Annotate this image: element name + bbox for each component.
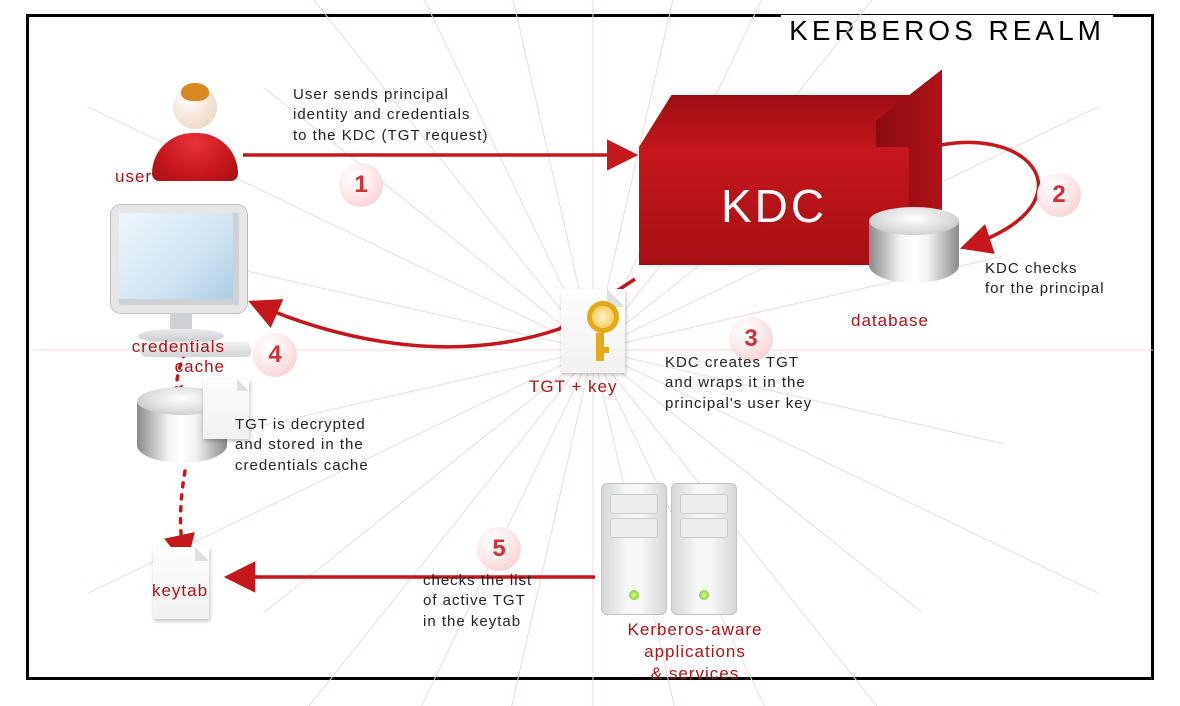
database-icon bbox=[869, 207, 959, 297]
step-text-5: checks the list of active TGT in the key… bbox=[423, 571, 532, 632]
monitor-icon bbox=[111, 205, 251, 355]
user-label: user bbox=[115, 167, 152, 187]
step-text-3: KDC creates TGT and wraps it in the prin… bbox=[665, 353, 812, 414]
server-icon bbox=[601, 483, 667, 615]
key-icon bbox=[587, 301, 613, 357]
kdc-label: KDC bbox=[721, 179, 827, 233]
tgt-key-label: TGT + key bbox=[529, 377, 618, 397]
step-text-2: KDC checks for the principal bbox=[985, 259, 1105, 300]
server-icon bbox=[671, 483, 737, 615]
step-badge-2: 2 bbox=[1037, 173, 1081, 217]
step-badge-4: 4 bbox=[253, 333, 297, 377]
step-text-1: User sends principal identity and creden… bbox=[293, 85, 488, 146]
keytab-label: keytab bbox=[125, 581, 235, 601]
realm-frame: KERBEROS REALM user KDC database TGT + k… bbox=[26, 14, 1154, 680]
database-label: database bbox=[851, 311, 929, 331]
servers-label: Kerberos-aware applications & services bbox=[595, 619, 795, 685]
step-text-4: TGT is decrypted and stored in the crede… bbox=[235, 415, 369, 476]
user-icon bbox=[152, 85, 238, 185]
step-badge-5: 5 bbox=[477, 527, 521, 571]
step-badge-1: 1 bbox=[339, 163, 383, 207]
credentials-cache-label: credentials cache bbox=[105, 337, 225, 377]
